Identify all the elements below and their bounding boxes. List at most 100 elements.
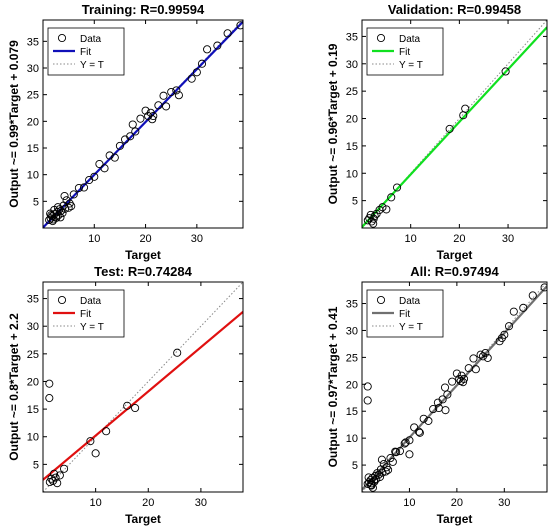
y-axis-label: Output ~= 0.8*Target + 2.2 [7, 313, 21, 461]
data-point [528, 291, 537, 300]
plot-title: Training: R=0.99594 [82, 2, 205, 17]
data-point [102, 427, 111, 436]
data-point [368, 483, 377, 492]
legend-data-marker [57, 33, 67, 43]
x-tick-label: 20 [451, 497, 463, 509]
y-axis-label: Output ~= 0.97*Target + 0.41 [326, 306, 340, 467]
y-tick-label: 30 [346, 59, 358, 71]
legend-fit-label: Fit [399, 47, 410, 58]
data-point [187, 74, 196, 83]
data-point [154, 101, 163, 110]
y-tick-label: 25 [27, 90, 39, 102]
x-tick-label: 30 [498, 497, 510, 509]
data-point [79, 183, 89, 192]
data-point [65, 199, 74, 208]
data-point [91, 449, 100, 458]
y-axis-label: Output ~= 0.96*Target + 0.19 [326, 43, 340, 204]
data-point [173, 348, 182, 357]
y-tick-label: 25 [346, 352, 358, 364]
legend-identity-label: Y = T [80, 60, 104, 71]
legend-data-marker [57, 295, 67, 305]
fit-line [362, 285, 547, 491]
data-point [382, 205, 391, 214]
data-point [364, 473, 373, 482]
data-point [197, 59, 207, 68]
data-point [167, 87, 176, 97]
data-point [47, 474, 56, 483]
data-point [123, 401, 132, 410]
plot-panel-2: 10 20 30 5 10 15 20 25 30 35 Validation: R=0.99458… [326, 2, 548, 262]
legend-data-marker [376, 33, 386, 43]
data-point [53, 479, 62, 488]
y-tick-label: 5 [33, 459, 39, 471]
x-tick-label: 10 [403, 497, 415, 509]
y-tick-label: 30 [346, 325, 358, 337]
data-point [395, 447, 404, 456]
x-tick-label: 30 [191, 233, 203, 245]
y-tick-label: 35 [346, 31, 358, 43]
data-point [203, 45, 212, 54]
y-tick-label: 20 [27, 376, 39, 388]
identity-line [43, 282, 243, 492]
data-point [148, 115, 157, 124]
data-point [51, 473, 60, 482]
data-point [509, 307, 518, 316]
legend-data-label: Data [80, 34, 102, 45]
data-point [131, 403, 140, 413]
data-point [387, 193, 396, 202]
data-point [438, 395, 447, 404]
data-point [174, 91, 183, 100]
data-point [74, 183, 83, 193]
data-point [136, 114, 145, 123]
data-point [52, 213, 61, 222]
data-point [405, 450, 414, 459]
y-tick-label: 15 [346, 141, 358, 153]
y-tick-label: 25 [27, 349, 39, 361]
data-point [481, 349, 490, 358]
x-axis-label: Target [125, 512, 161, 526]
plot-panel-4: 10 20 30 5 10 15 20 25 30 35 All: R=0.97494 Target O… [326, 264, 548, 526]
data-point [55, 471, 64, 480]
y-tick-label: 10 [346, 433, 358, 445]
data-point [440, 383, 450, 392]
data-point [126, 132, 135, 141]
data-point [213, 41, 222, 50]
data-point [471, 365, 480, 374]
data-point [443, 390, 452, 399]
data-point [377, 455, 386, 464]
data-point [378, 203, 387, 212]
data-point [128, 120, 137, 129]
data-point [45, 379, 54, 388]
data-point [110, 153, 119, 162]
plot-area [43, 282, 243, 492]
data-point [367, 481, 376, 490]
x-tick-label: 20 [453, 233, 465, 245]
y-tick-label: 10 [27, 170, 39, 182]
y-tick-label: 10 [27, 432, 39, 444]
legend-fit-label: Fit [80, 309, 91, 320]
x-tick-label: 10 [88, 233, 100, 245]
y-tick-label: 35 [346, 299, 358, 311]
legend: Data Fit Y = T [47, 289, 125, 338]
data-point [419, 414, 428, 423]
data-point [445, 124, 454, 133]
data-point [415, 428, 424, 437]
data-point [393, 183, 402, 192]
y-tick-label: 15 [27, 143, 39, 155]
data-point [448, 377, 457, 386]
y-tick-label: 20 [346, 114, 358, 126]
data-point [369, 219, 378, 228]
x-axis-label: Target [437, 512, 473, 526]
data-point [149, 111, 158, 121]
data-point [370, 211, 379, 221]
data-point [90, 172, 99, 181]
data-point [56, 213, 65, 222]
y-tick-label: 20 [346, 379, 358, 391]
plot-area [362, 20, 547, 228]
data-point [374, 470, 383, 479]
data-point [363, 396, 372, 405]
plot-title: Test: R=0.74284 [94, 264, 192, 279]
legend: Data Fit Y = T [366, 289, 444, 338]
y-tick-label: 15 [27, 404, 39, 416]
